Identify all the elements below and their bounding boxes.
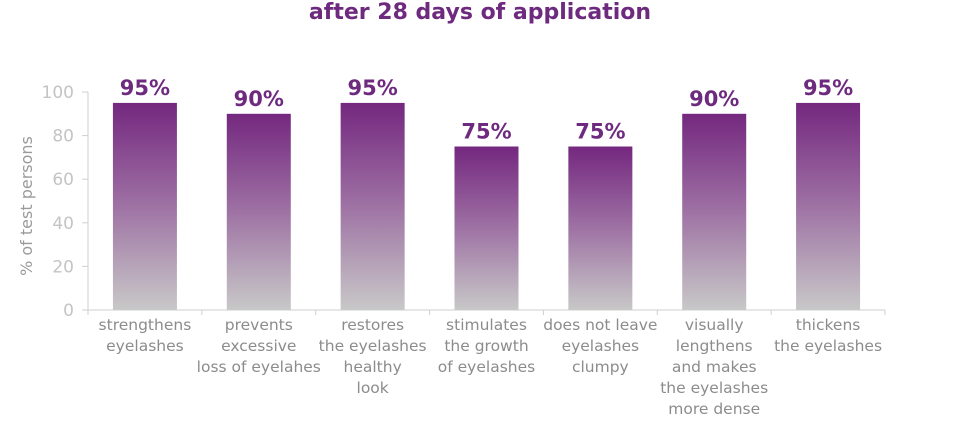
bar bbox=[340, 102, 405, 311]
data-label: 95% bbox=[803, 76, 853, 100]
data-labels: 95% 90% 95% 75% 75% 90% 95% bbox=[120, 76, 853, 144]
y-tick-label: 100 bbox=[42, 83, 74, 103]
x-tick-label: restores the eyelashes healthy look bbox=[319, 316, 427, 397]
y-tick-label: 40 bbox=[52, 214, 74, 234]
bar bbox=[568, 146, 633, 310]
x-tick-label: strengthens eyelashes bbox=[99, 316, 192, 355]
data-label: 95% bbox=[120, 76, 170, 100]
data-label: 75% bbox=[461, 120, 511, 144]
data-label: 90% bbox=[689, 87, 739, 111]
bar bbox=[112, 102, 177, 311]
bar bbox=[226, 113, 291, 310]
bar bbox=[454, 146, 519, 310]
bar bbox=[682, 113, 747, 310]
y-tick-label: 60 bbox=[52, 170, 74, 190]
bars bbox=[112, 102, 861, 311]
x-tick-label: thickens the eyelashes bbox=[774, 316, 882, 355]
x-tick-label: visually lengthens and makes the eyelashes m… bbox=[660, 316, 768, 418]
x-tick-label: stimulates the growth of eyelashes bbox=[438, 316, 535, 376]
data-label: 95% bbox=[348, 76, 398, 100]
data-label: 90% bbox=[234, 87, 284, 111]
data-label: 75% bbox=[575, 120, 625, 144]
y-tick-label: 0 bbox=[63, 301, 74, 321]
y-axis-label: % of test persons bbox=[17, 136, 36, 276]
axes: 0 20 40 60 80 100 bbox=[42, 83, 886, 321]
bar bbox=[796, 102, 861, 311]
x-tick-label: does not leave eyelashes clumpy bbox=[543, 316, 657, 376]
chart-title: after 28 days of application bbox=[309, 0, 651, 25]
y-tick-label: 20 bbox=[52, 257, 74, 277]
y-tick-label: 80 bbox=[52, 127, 74, 147]
x-tick-label: prevents excessive loss of eyelahes bbox=[197, 316, 321, 376]
